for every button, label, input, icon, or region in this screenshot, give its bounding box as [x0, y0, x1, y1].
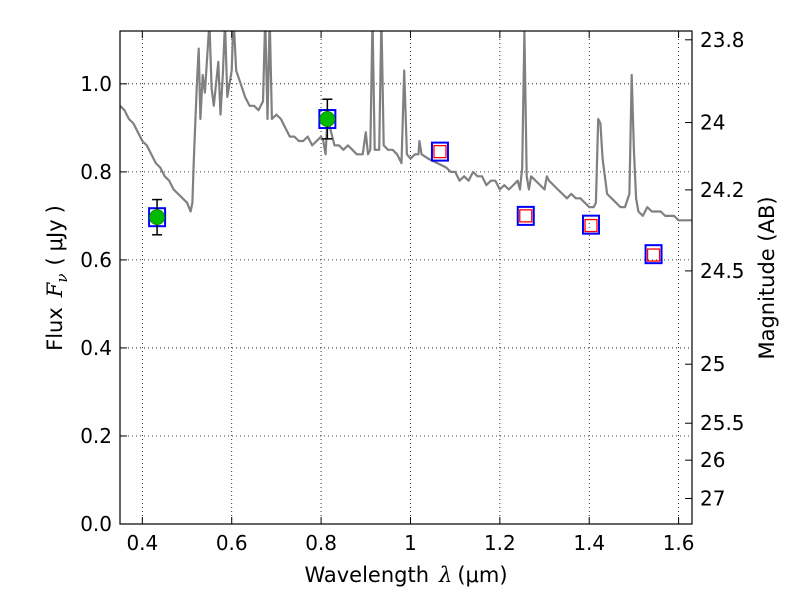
model-box [644, 244, 663, 265]
x-tick-labels: 0.4 0.6 0.8 1 1.2 1.4 1.6 [126, 531, 694, 555]
y-tick-label: 0.2 [80, 424, 112, 448]
y-axis-label: FluxFν(μJy) [43, 205, 71, 351]
model-box [582, 214, 601, 235]
predicted-box [584, 218, 598, 233]
x-tick-label: 0.4 [126, 531, 158, 555]
spectrum-line [120, 31, 692, 222]
y-tick-label: 1.0 [80, 72, 112, 96]
observed-point [149, 209, 165, 226]
x-tick-label: 0.6 [216, 531, 248, 555]
predicted-box [646, 248, 661, 262]
x-tick-label: 1.6 [663, 531, 695, 555]
y2-tick-label: 26 [700, 448, 725, 472]
axis-ticks [120, 31, 692, 525]
spectrum-series [120, 31, 692, 222]
predicted-box [433, 144, 447, 159]
x-tick-label: 1 [404, 531, 417, 555]
y2-axis-label: Magnitude (AB) [755, 196, 779, 359]
y-tick-label: 0.4 [80, 336, 112, 360]
model-box [516, 205, 535, 226]
predicted-box [519, 209, 533, 223]
y-tick-label: 0.6 [80, 248, 112, 272]
y2-tick-label: 23.8 [700, 28, 745, 52]
y-tick-label: 0.8 [80, 160, 112, 184]
model-box [430, 141, 449, 162]
plot-frame [119, 30, 693, 525]
x-axis-label: Wavelength λ (μm) [304, 563, 507, 587]
y-tick-label: 0.0 [80, 512, 112, 536]
x-tick-label: 0.8 [305, 531, 337, 555]
y2-tick-label: 25 [700, 352, 725, 376]
y2-tick-label: 24 [700, 111, 725, 135]
y2-tick-label: 25.5 [700, 411, 745, 435]
x-tick-label: 1.4 [573, 531, 605, 555]
y2-tick-label: 27 [700, 486, 725, 510]
y2-tick-label: 24.2 [700, 178, 745, 202]
y-tick-labels: 0.0 0.2 0.4 0.6 0.8 1.0 [80, 72, 112, 536]
y2-tick-label: 24.5 [700, 259, 745, 283]
y2-tick-labels: 23.8 24 24.2 24.5 25 25.5 26 27 [700, 28, 745, 511]
observed-point [319, 111, 336, 127]
photometry-points [148, 98, 663, 265]
x-tick-label: 1.2 [484, 531, 516, 555]
